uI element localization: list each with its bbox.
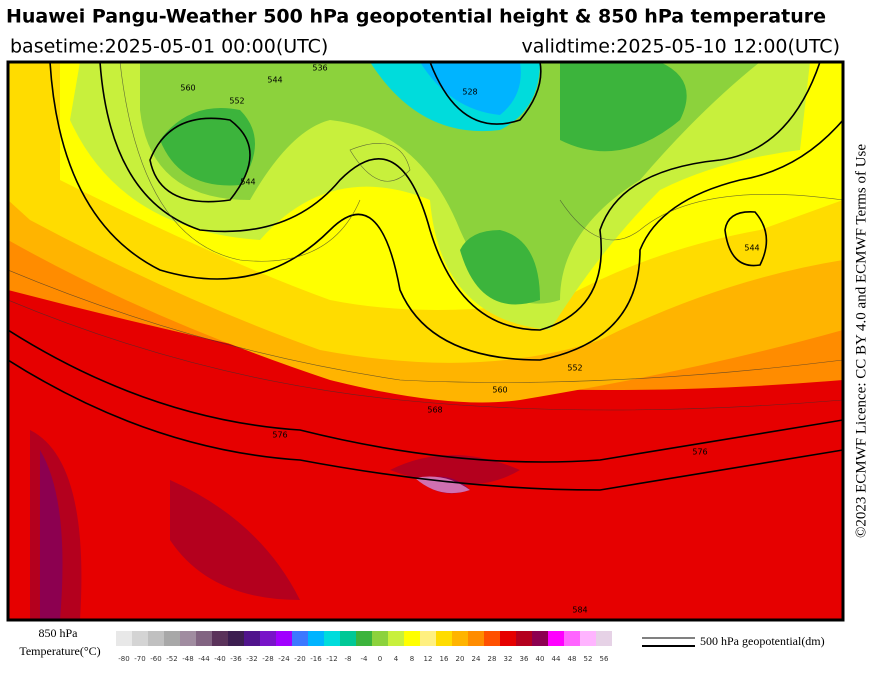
colorbar-swatch xyxy=(564,631,580,646)
colorbar-label: -16 xyxy=(310,655,322,663)
colorbar-label: -20 xyxy=(294,655,305,663)
colorbar-swatch xyxy=(580,631,596,646)
colorbar-swatch xyxy=(356,631,372,646)
colorbar-swatch xyxy=(452,631,468,646)
map-field xyxy=(8,62,843,620)
colorbar-swatch xyxy=(212,631,228,646)
colorbar-label: 36 xyxy=(520,655,529,663)
colorbar-label: -12 xyxy=(326,655,337,663)
colorbar-swatch xyxy=(436,631,452,646)
colorbar-swatch xyxy=(164,631,180,646)
colorbar-swatch xyxy=(516,631,532,646)
colorbar-label: -24 xyxy=(278,655,290,663)
contour-label: 568 xyxy=(427,406,442,415)
colorbar-label: 44 xyxy=(552,655,561,663)
colorbar-label: -48 xyxy=(182,655,193,663)
colorbar-label: 20 xyxy=(456,655,465,663)
colorbar-label: -32 xyxy=(246,655,257,663)
colorbar-label: 32 xyxy=(504,655,513,663)
colorbar-swatch xyxy=(260,631,276,646)
colorbar-label: -8 xyxy=(345,655,352,663)
colorbar-label: -36 xyxy=(230,655,242,663)
colorbar-label: 56 xyxy=(600,655,609,663)
colorbar-label: 40 xyxy=(536,655,545,663)
colorbar-label: -70 xyxy=(134,655,145,663)
colorbar-swatch xyxy=(548,631,564,646)
contour-label: 552 xyxy=(567,364,582,373)
contour-label: 560 xyxy=(180,84,195,93)
colorbar-swatch xyxy=(532,631,548,646)
contour-label: 544 xyxy=(240,178,255,187)
contour-label: 560 xyxy=(492,386,507,395)
colorbar-swatch xyxy=(468,631,484,646)
colorbar-swatch xyxy=(324,631,340,646)
colorbar-swatch xyxy=(372,631,388,646)
colorbar-swatch xyxy=(596,631,612,646)
colorbar-swatch xyxy=(244,631,260,646)
contour-label: 584 xyxy=(572,606,587,615)
colorbar-label: -60 xyxy=(150,655,161,663)
colorbar-label: 4 xyxy=(394,655,399,663)
legend-title: Temperature(°C) xyxy=(19,644,100,658)
colorbar-label: 12 xyxy=(424,655,433,663)
colorbar-swatch xyxy=(180,631,196,646)
contour-label: 576 xyxy=(692,448,707,457)
colorbar-swatch xyxy=(196,631,212,646)
colorbar-swatch xyxy=(228,631,244,646)
colorbar-swatch xyxy=(116,631,132,646)
colorbar-swatch xyxy=(404,631,420,646)
colorbar-swatch xyxy=(292,631,308,646)
contour-label: 576 xyxy=(272,431,287,440)
colorbar-label: -4 xyxy=(361,655,369,663)
license: ©2023 ECMWF Licence: CC BY 4.0 and ECMWF… xyxy=(853,144,869,538)
colorbar-swatch xyxy=(132,631,148,646)
colorbar-label: 0 xyxy=(378,655,382,663)
colorbar-label: -40 xyxy=(214,655,225,663)
colorbar-label: 24 xyxy=(472,655,481,663)
colorbar-swatch xyxy=(484,631,500,646)
contour-label: 536 xyxy=(312,64,327,73)
validtime: validtime:2025-05-10 12:00(UTC) xyxy=(521,36,840,58)
legend-title: 850 hPa xyxy=(39,626,79,640)
basetime: basetime:2025-05-01 00:00(UTC) xyxy=(10,36,328,58)
contour-label: 528 xyxy=(462,88,477,97)
colorbar-swatch xyxy=(308,631,324,646)
colorbar-swatch xyxy=(420,631,436,646)
colorbar-swatch xyxy=(276,631,292,646)
colorbar-swatch xyxy=(500,631,516,646)
colorbar-label: 16 xyxy=(440,655,449,663)
colorbar-label: 28 xyxy=(488,655,497,663)
geopotential-label: 500 hPa geopotential(dm) xyxy=(700,634,825,648)
colorbar-label: -52 xyxy=(166,655,177,663)
colorbar-label: 8 xyxy=(410,655,414,663)
colorbar-swatch xyxy=(148,631,164,646)
colorbar-swatch xyxy=(340,631,356,646)
colorbar-label: -80 xyxy=(118,655,129,663)
map-frame xyxy=(6,60,845,622)
colorbar-label: -44 xyxy=(198,655,210,663)
colorbar-label: 52 xyxy=(584,655,593,663)
colorbar-label: 48 xyxy=(568,655,577,663)
title: Huawei Pangu-Weather 500 hPa geopotentia… xyxy=(6,6,826,28)
colorbar-swatch xyxy=(388,631,404,646)
contour-label: 552 xyxy=(229,97,244,106)
colorbar-label: -28 xyxy=(262,655,273,663)
contour-label: 544 xyxy=(744,244,759,253)
contour-label: 544 xyxy=(267,76,282,85)
